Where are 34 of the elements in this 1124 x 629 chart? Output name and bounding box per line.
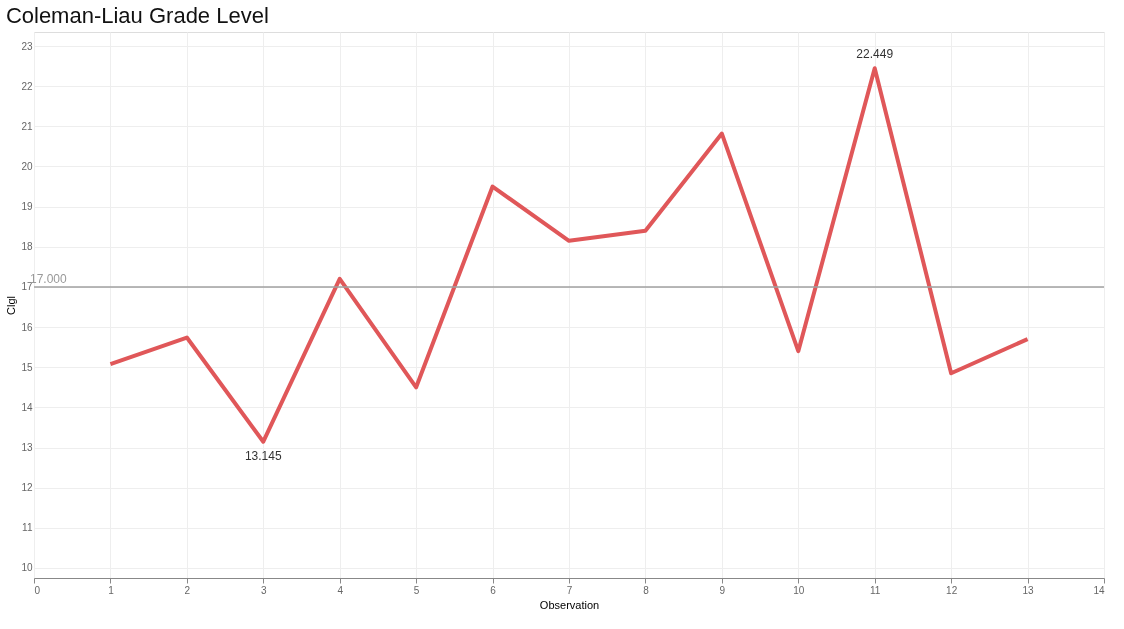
x-tick-label: 4 [337,584,344,596]
data-label: 13.145 [244,448,282,463]
x-tick-label: 0 [34,584,41,596]
x-tick-label: 10 [793,584,805,596]
x-tick-label: 5 [413,584,420,596]
y-tick-label: 10 [21,562,33,574]
x-tick-label: 11 [870,584,881,596]
x-tick-label: 8 [643,584,650,596]
y-tick-label: 16 [21,321,33,333]
y-axis-title: Clgl [5,296,18,315]
y-tick-label: 18 [21,241,33,253]
y-tick-label: 19 [21,201,33,213]
x-axis-title: Observation [539,598,600,611]
y-tick-label: 20 [21,160,33,172]
y-tick-label: 21 [21,120,33,132]
y-tick-label: 14 [21,401,33,413]
x-tick-label: 2 [184,584,191,596]
x-tick-label: 14 [1093,584,1105,596]
y-tick-label: 15 [21,361,33,373]
y-tick-label: 11 [22,522,33,534]
x-tick-label: 6 [490,584,497,596]
y-tick-label: 23 [21,40,33,52]
data-label: 22.449 [856,47,894,62]
x-tick-label: 3 [261,584,267,596]
x-tick-label: 9 [719,584,726,596]
x-tick-label: 13 [1022,584,1035,596]
y-tick-label: 13 [21,442,33,454]
chart-title: Coleman-Liau Grade Level [5,3,269,28]
x-tick-label: 7 [566,584,573,596]
x-tick-label: 1 [108,584,115,596]
x-tick-label: 12 [946,584,958,596]
y-tick-label: 12 [21,482,33,494]
y-tick-label: 22 [21,80,33,92]
line-series [108,66,1030,444]
